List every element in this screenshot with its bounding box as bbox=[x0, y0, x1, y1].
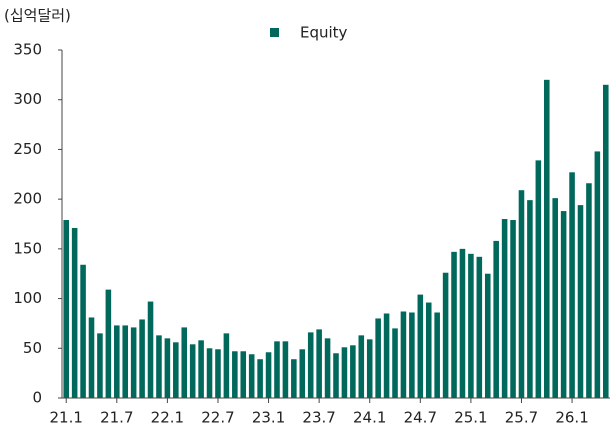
bar bbox=[392, 328, 398, 398]
bar bbox=[282, 341, 289, 398]
bar bbox=[366, 339, 373, 398]
bar bbox=[527, 200, 533, 398]
bar bbox=[493, 240, 499, 398]
bar bbox=[156, 335, 162, 398]
x-tick-label: 21.7 bbox=[100, 409, 133, 427]
y-tick-label: 0 bbox=[32, 389, 42, 407]
bar bbox=[80, 264, 86, 398]
bar bbox=[63, 220, 69, 398]
y-tick-label: 350 bbox=[13, 41, 42, 59]
bar bbox=[114, 325, 120, 398]
bar bbox=[510, 220, 516, 398]
bar bbox=[501, 219, 508, 398]
bar bbox=[425, 302, 432, 398]
bar bbox=[358, 335, 365, 398]
bar bbox=[122, 325, 129, 398]
bar bbox=[535, 160, 542, 398]
x-tick-label: 25.1 bbox=[454, 409, 487, 427]
bar bbox=[560, 211, 567, 398]
x-tick-label: 21.1 bbox=[50, 409, 83, 427]
bar bbox=[181, 327, 188, 398]
bar bbox=[603, 84, 609, 399]
bar bbox=[442, 272, 449, 398]
bar bbox=[350, 345, 356, 398]
y-tick-label: 250 bbox=[13, 140, 42, 158]
bar bbox=[265, 352, 272, 398]
bar bbox=[198, 340, 204, 398]
y-tick-label: 300 bbox=[13, 90, 42, 108]
bar bbox=[189, 344, 196, 398]
bar bbox=[586, 183, 592, 398]
x-tick-label: 23.1 bbox=[252, 409, 285, 427]
bar bbox=[476, 256, 483, 398]
x-tick-label: 22.7 bbox=[201, 409, 234, 427]
bar bbox=[518, 190, 525, 398]
bar bbox=[223, 333, 230, 398]
legend-swatch bbox=[270, 28, 279, 37]
bar bbox=[552, 198, 558, 398]
bar bbox=[248, 354, 255, 398]
bar bbox=[484, 273, 491, 398]
x-tick-label: 24.1 bbox=[353, 409, 386, 427]
bar bbox=[232, 351, 238, 398]
bar bbox=[173, 342, 179, 398]
y-tick-label: 150 bbox=[13, 239, 42, 257]
legend-label: Equity bbox=[300, 24, 348, 42]
bar bbox=[459, 248, 466, 398]
bar bbox=[71, 227, 78, 398]
unit-label: (십억달러) bbox=[4, 7, 71, 25]
bar bbox=[383, 313, 390, 398]
bar bbox=[257, 359, 263, 398]
x-tick-label: 25.7 bbox=[505, 409, 538, 427]
bar bbox=[307, 332, 314, 398]
x-tick-label: 24.7 bbox=[404, 409, 437, 427]
bar bbox=[375, 318, 381, 398]
y-tick-label: 50 bbox=[23, 339, 42, 357]
bar bbox=[139, 319, 145, 398]
bar bbox=[105, 289, 112, 398]
bar bbox=[594, 151, 601, 398]
bar bbox=[88, 317, 95, 398]
bar bbox=[147, 301, 154, 398]
bar bbox=[274, 341, 280, 398]
bar bbox=[324, 338, 331, 398]
bar bbox=[333, 353, 339, 398]
bar bbox=[97, 333, 103, 398]
bar bbox=[417, 294, 424, 398]
bar bbox=[291, 359, 297, 398]
y-tick-label: 200 bbox=[13, 190, 42, 208]
bar bbox=[130, 327, 137, 398]
bar bbox=[164, 338, 171, 398]
bar bbox=[400, 311, 407, 398]
bar bbox=[468, 253, 474, 398]
y-tick-label: 100 bbox=[13, 289, 42, 307]
bar bbox=[240, 351, 247, 398]
bar bbox=[341, 347, 348, 398]
bar bbox=[451, 251, 457, 398]
bar bbox=[215, 349, 221, 398]
bar bbox=[577, 205, 584, 398]
x-tick-label: 22.1 bbox=[151, 409, 184, 427]
bar bbox=[409, 312, 415, 398]
bar bbox=[299, 349, 306, 398]
bar bbox=[569, 172, 575, 398]
bar bbox=[543, 79, 550, 398]
bar bbox=[434, 312, 440, 398]
x-tick-label: 23.7 bbox=[302, 409, 335, 427]
bar bbox=[316, 329, 322, 398]
x-tick-label: 26.1 bbox=[555, 409, 588, 427]
bar bbox=[206, 348, 213, 398]
